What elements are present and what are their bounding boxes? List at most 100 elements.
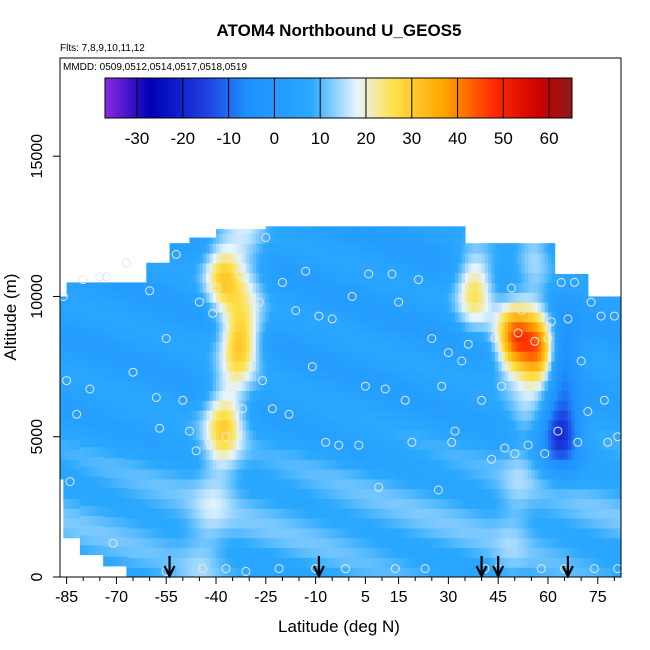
heatmap-cell xyxy=(391,439,396,450)
heatmap-cell xyxy=(345,518,350,529)
heatmap-cell xyxy=(464,390,469,401)
heatmap-cell xyxy=(299,468,303,480)
heatmap-cell xyxy=(504,459,509,470)
heatmap-cell xyxy=(196,331,201,342)
heatmap-cell xyxy=(521,468,526,480)
heatmap-cell xyxy=(249,380,254,392)
heatmap-cell xyxy=(375,498,380,509)
heatmap-cell xyxy=(538,292,542,303)
heatmap-cell xyxy=(312,410,317,421)
heatmap-cell xyxy=(282,567,287,577)
heatmap-cell xyxy=(494,341,499,352)
heatmap-cell xyxy=(418,547,423,558)
heatmap-cell xyxy=(179,429,184,441)
heatmap-cell xyxy=(378,341,383,352)
heatmap-cell xyxy=(219,229,224,234)
heatmap-cell xyxy=(365,468,370,480)
heatmap-cell xyxy=(172,557,177,568)
heatmap-cell xyxy=(524,341,529,352)
heatmap-cell xyxy=(408,380,413,392)
heatmap-cell xyxy=(322,459,327,470)
heatmap-cell xyxy=(292,252,297,264)
heatmap-cell xyxy=(332,243,337,254)
heatmap-cell xyxy=(86,282,91,291)
heatmap-cell xyxy=(488,459,493,470)
heatmap-cell xyxy=(292,351,297,362)
heatmap-cell xyxy=(431,468,436,480)
heatmap-cell xyxy=(421,488,426,500)
heatmap-cell xyxy=(285,292,290,303)
heatmap-cell xyxy=(365,252,370,264)
heatmap-cell xyxy=(259,400,264,411)
heatmap-cell xyxy=(538,360,542,372)
heatmap-cell xyxy=(528,537,532,549)
heatmap-cell xyxy=(305,272,310,284)
heatmap-cell xyxy=(289,390,293,401)
heatmap-cell xyxy=(182,331,187,342)
heatmap-cell xyxy=(385,527,390,539)
heatmap-cell xyxy=(83,417,88,428)
heatmap-cell xyxy=(405,468,410,480)
heatmap-cell xyxy=(431,527,436,539)
heatmap-cell xyxy=(484,302,489,313)
heatmap-cell xyxy=(239,262,244,274)
heatmap-cell xyxy=(83,358,88,369)
heatmap-cell xyxy=(528,370,532,382)
heatmap-cell xyxy=(292,243,297,254)
heatmap-cell xyxy=(345,400,350,411)
heatmap-cell xyxy=(199,351,204,362)
heatmap-cell xyxy=(342,380,347,392)
heatmap-cell xyxy=(474,360,479,372)
heatmap-cell xyxy=(202,380,207,392)
heatmap-cell xyxy=(119,300,124,312)
heatmap-cell xyxy=(133,557,137,568)
heatmap-cell xyxy=(202,400,207,411)
heatmap-cell xyxy=(501,311,506,323)
heatmap-cell xyxy=(172,508,177,519)
heatmap-cell xyxy=(219,360,224,372)
heatmap-cell xyxy=(388,488,393,500)
heatmap-cell xyxy=(415,292,420,303)
heatmap-cell xyxy=(458,410,463,421)
heatmap-cell xyxy=(149,527,154,539)
heatmap-cell xyxy=(461,449,466,460)
heatmap-cell xyxy=(488,498,493,509)
heatmap-cell xyxy=(518,272,523,284)
heatmap-cell xyxy=(455,508,459,519)
heatmap-cell xyxy=(139,439,144,450)
heatmap-cell xyxy=(142,488,147,500)
heatmap-cell xyxy=(521,410,526,421)
heatmap-cell xyxy=(232,400,237,411)
heatmap-cell xyxy=(79,397,84,408)
heatmap-cell xyxy=(60,419,64,431)
heatmap-cell xyxy=(538,351,542,362)
heatmap-cell xyxy=(312,341,317,352)
heatmap-cell xyxy=(498,351,503,362)
heatmap-cell xyxy=(541,302,546,313)
heatmap-cell xyxy=(338,518,343,529)
heatmap-cell xyxy=(375,360,380,372)
heatmap-cell xyxy=(295,262,300,274)
heatmap-cell xyxy=(192,302,197,313)
heatmap-cell xyxy=(259,370,264,382)
heatmap-cell xyxy=(96,446,101,457)
heatmap-cell xyxy=(60,380,64,392)
heatmap-cell xyxy=(262,498,267,509)
heatmap-cell xyxy=(269,518,274,529)
heatmap-cell xyxy=(209,410,214,421)
heatmap-cell xyxy=(335,272,340,284)
heatmap-cell xyxy=(448,233,453,244)
heatmap-cell xyxy=(355,488,360,500)
heatmap-cell xyxy=(166,419,171,431)
heatmap-cell xyxy=(471,537,476,549)
heatmap-cell xyxy=(123,506,127,518)
heatmap-cell xyxy=(255,243,260,254)
heatmap-cell xyxy=(242,272,247,284)
heatmap-cell xyxy=(381,478,386,490)
heatmap-cell xyxy=(242,537,247,549)
heatmap-cell xyxy=(289,243,293,254)
heatmap-cell xyxy=(196,243,201,254)
heatmap-cell xyxy=(235,468,240,480)
heatmap-cell xyxy=(325,449,330,460)
heatmap-cell xyxy=(491,478,496,490)
